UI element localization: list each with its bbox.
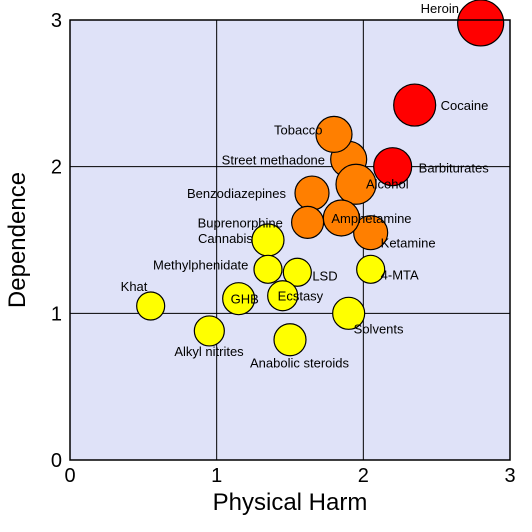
drug-harm-scatter: Heroin Cocaine Barbiturates Street methadon… <box>0 0 532 532</box>
point-label: Cocaine <box>441 98 489 113</box>
point-label: Heroin <box>421 1 459 16</box>
point-label: Anabolic steroids <box>250 356 349 371</box>
x-axis-label: Physical Harm <box>213 489 368 516</box>
point-label: Solvents <box>354 321 404 336</box>
x-tick-label: 3 <box>504 465 515 487</box>
point-label: Methylphenidate <box>153 257 248 272</box>
y-tick-label: 1 <box>51 303 62 325</box>
point-label: Ecstasy <box>278 289 324 304</box>
point-heroin <box>458 0 504 46</box>
x-tick-label: 0 <box>64 465 75 487</box>
point-label: LSD <box>312 268 337 283</box>
y-tick-label: 3 <box>51 10 62 32</box>
point-label: Alkyl nitrites <box>174 344 244 359</box>
x-tick-label: 1 <box>211 465 222 487</box>
point-methylphenidate <box>254 255 282 283</box>
point-label: Ketamine <box>381 236 436 251</box>
x-tick-label: 2 <box>358 465 369 487</box>
point-label: Amphetamine <box>331 211 411 226</box>
y-tick-label: 0 <box>51 450 62 472</box>
chart-svg: Heroin Cocaine Barbiturates Street methadon… <box>0 0 532 532</box>
point-label: 4-MTA <box>381 267 419 282</box>
point-label: Barbiturates <box>419 161 490 176</box>
y-tick-label: 2 <box>51 157 62 179</box>
plot-area <box>70 20 510 460</box>
point-label: Benzodiazepines <box>187 186 287 201</box>
point-label: Street methadone <box>222 152 325 167</box>
point-khat <box>137 292 165 320</box>
point-label: GHB <box>231 292 259 307</box>
point-cocaine <box>394 84 436 126</box>
point-label: Alcohol <box>366 176 409 191</box>
y-axis-label: Dependence <box>4 172 31 308</box>
point-alkyl-nitrites <box>194 316 224 346</box>
point-benzodiazepines <box>295 176 329 210</box>
point-anabolic-steroids <box>274 324 306 356</box>
point-label: Tobacco <box>274 122 322 137</box>
point-label: Cannabis <box>198 231 253 246</box>
point-label: Khat <box>121 279 148 294</box>
point-label: Buprenorphine <box>198 215 283 230</box>
point-buprenorphine <box>292 206 324 238</box>
